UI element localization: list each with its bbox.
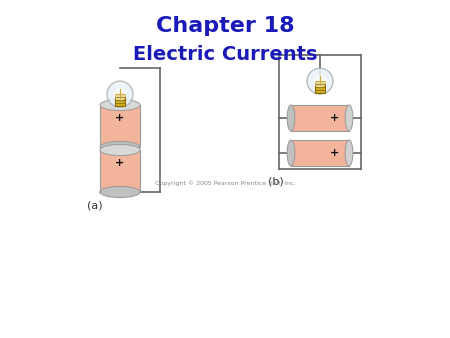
- Text: +: +: [330, 148, 339, 158]
- Circle shape: [107, 81, 133, 107]
- Text: Electric Currents: Electric Currents: [133, 46, 317, 65]
- Ellipse shape: [100, 141, 140, 152]
- Text: (b): (b): [268, 177, 284, 187]
- Text: (a): (a): [87, 200, 103, 210]
- Bar: [291, 140, 349, 166]
- Bar: [291, 105, 349, 131]
- Circle shape: [113, 88, 126, 101]
- Text: +: +: [115, 114, 125, 123]
- Bar: [100, 105, 140, 147]
- Ellipse shape: [345, 105, 353, 131]
- Ellipse shape: [100, 99, 140, 111]
- Ellipse shape: [100, 144, 140, 155]
- Bar: [100, 150, 140, 192]
- Bar: [315, 81, 324, 93]
- Ellipse shape: [287, 105, 295, 131]
- Text: Copyright © 2005 Pearson Prentice Hall, Inc.: Copyright © 2005 Pearson Prentice Hall, …: [155, 180, 295, 186]
- Bar: [116, 95, 125, 105]
- Text: Chapter 18: Chapter 18: [156, 16, 294, 36]
- Ellipse shape: [287, 140, 295, 166]
- Circle shape: [314, 75, 327, 88]
- Ellipse shape: [345, 140, 353, 166]
- Circle shape: [307, 68, 333, 94]
- Text: +: +: [115, 159, 125, 168]
- Text: +: +: [330, 113, 339, 123]
- Ellipse shape: [100, 186, 140, 198]
